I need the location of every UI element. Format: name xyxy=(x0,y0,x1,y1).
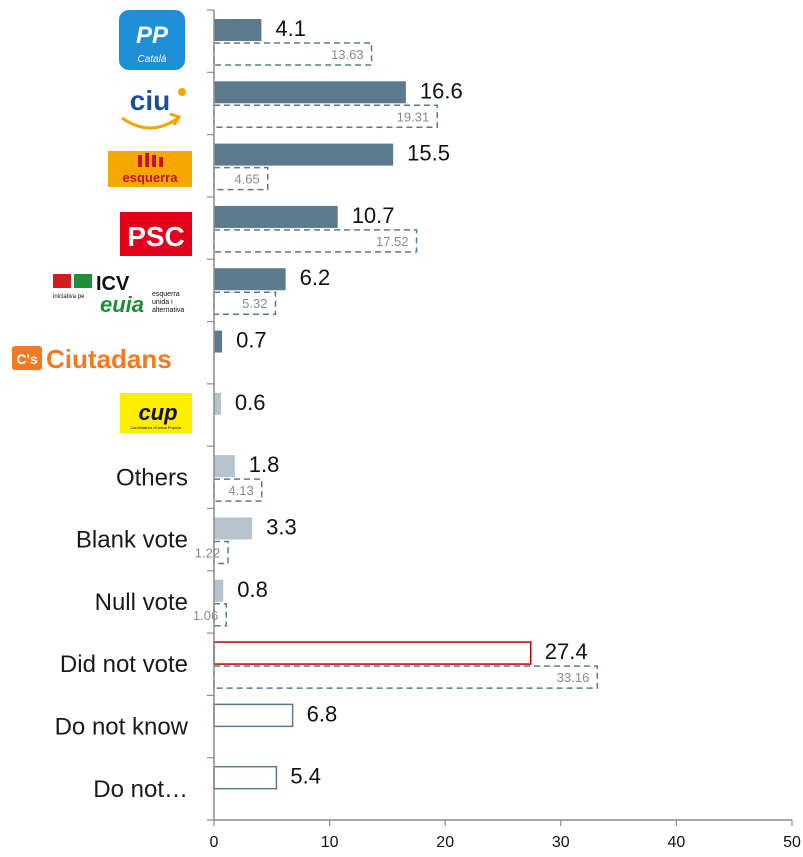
category-label: Do not… xyxy=(93,776,188,803)
category-labels: Others Blank vote Null vote Did not vote Do … xyxy=(55,464,189,803)
bar xyxy=(213,641,532,665)
ciu-logo: ciu xyxy=(121,85,186,130)
bar xyxy=(214,81,406,104)
value-label: 1.8 xyxy=(249,452,280,477)
value-label: 0.8 xyxy=(237,577,268,602)
value-label: 0.6 xyxy=(235,390,266,415)
bar xyxy=(214,517,253,540)
reference-value-label: 17.52 xyxy=(376,234,409,249)
main-bars xyxy=(213,19,532,790)
euia-small-text-3: alternativa xyxy=(152,307,184,314)
bar xyxy=(214,205,338,228)
x-tick-label: 10 xyxy=(321,834,339,851)
pp-logo-subtext: Català xyxy=(138,54,167,65)
bar xyxy=(214,268,286,291)
x-tick-label: 40 xyxy=(668,834,686,851)
icv-logo-text: ICV xyxy=(96,273,130,295)
reference-bar xyxy=(213,229,418,253)
bar xyxy=(214,143,394,166)
reference-value-label: 1.06 xyxy=(193,608,218,623)
psc-logo: PSC xyxy=(120,212,192,256)
value-label: 6.2 xyxy=(300,265,331,290)
bar xyxy=(214,455,235,478)
reference-value-label: 19.31 xyxy=(397,109,430,124)
reference-bars xyxy=(213,42,599,689)
x-tick-label: 50 xyxy=(783,834,801,851)
x-tick-label: 0 xyxy=(210,834,219,851)
reference-bar xyxy=(213,104,438,129)
bar xyxy=(214,579,224,602)
reference-value-label: 1.22 xyxy=(195,545,220,560)
value-label: 4.1 xyxy=(275,16,306,41)
reference-value-labels: 13.63 19.31 4.65 17.52 5.32 4.13 1.22 1.06 33.16 xyxy=(193,47,589,685)
reference-bar xyxy=(213,665,599,689)
value-label: 3.3 xyxy=(266,514,297,539)
category-label: Others xyxy=(116,464,188,491)
ciu-logo-text: ciu xyxy=(130,85,170,116)
pp-logo-text: PP xyxy=(136,22,169,49)
value-label: 5.4 xyxy=(290,764,321,789)
x-tick-label: 30 xyxy=(552,834,570,851)
bar xyxy=(213,703,294,728)
party-logos: PP Català ciu esquerra PSC ICV xyxy=(12,10,192,433)
bar xyxy=(213,765,278,790)
value-label: 15.5 xyxy=(407,141,450,166)
bar xyxy=(214,19,262,41)
reference-bar xyxy=(213,478,263,502)
category-label: Do not know xyxy=(55,714,189,741)
cup-logo-text: cup xyxy=(138,400,177,425)
category-label: Blank vote xyxy=(76,527,188,554)
cup-logo-subtext: Candidatura d'Unitat Popular xyxy=(130,425,182,430)
value-labels: 4.1 16.6 15.5 10.7 6.2 0.7 0.6 1.8 3.3 0.8 27.4 6.8… xyxy=(235,16,588,789)
reference-value-label: 4.13 xyxy=(228,483,253,498)
value-label: 6.8 xyxy=(307,701,338,726)
icv-logo-small-text: iniciativa pe xyxy=(53,294,85,300)
psc-logo-text: PSC xyxy=(127,221,185,252)
bar xyxy=(214,392,221,415)
category-label: Null vote xyxy=(95,589,188,616)
value-label: 16.6 xyxy=(420,78,463,103)
reference-value-label: 33.16 xyxy=(557,670,590,685)
x-tick-label: 20 xyxy=(436,834,454,851)
euia-logo-text: euia xyxy=(100,292,144,317)
icv-euia-logo: ICV iniciativa pe euia esquerra unida i … xyxy=(53,273,184,317)
bar xyxy=(214,330,223,353)
reference-value-label: 5.32 xyxy=(242,296,267,311)
reference-value-label: 13.63 xyxy=(331,47,364,62)
value-label: 0.7 xyxy=(236,328,267,353)
reference-value-label: 4.65 xyxy=(234,172,259,187)
value-label: 10.7 xyxy=(352,203,395,228)
esquerra-logo-text: esquerra xyxy=(123,170,179,185)
ciutadans-logo-badge: C's xyxy=(16,351,37,367)
euia-small-text-2: unida i xyxy=(152,299,173,306)
euia-small-text-1: esquerra xyxy=(152,291,180,298)
esquerra-logo: esquerra xyxy=(108,151,192,187)
value-label: 27.4 xyxy=(545,639,588,664)
ciutadans-logo-text: Ciutadans xyxy=(46,344,172,374)
axes: 0 10 20 30 40 50 xyxy=(207,9,801,851)
pp-logo: PP Català xyxy=(119,10,185,70)
reference-bar xyxy=(213,603,228,627)
category-label: Did not vote xyxy=(60,651,188,678)
cup-logo: cup Candidatura d'Unitat Popular xyxy=(120,393,192,433)
ciutadans-logo: C's Ciutadans xyxy=(12,344,172,374)
